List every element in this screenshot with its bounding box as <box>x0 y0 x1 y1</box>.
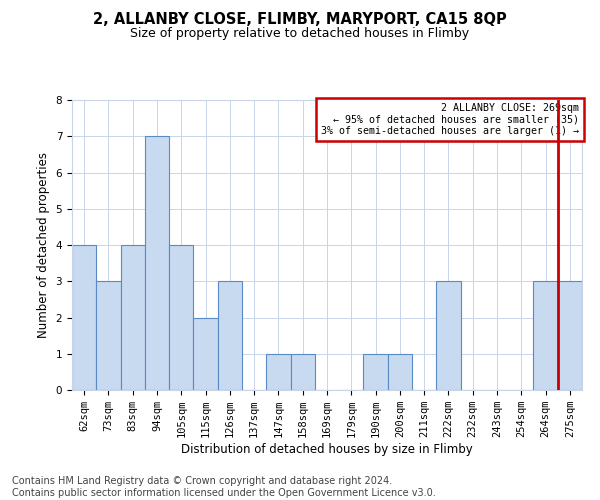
X-axis label: Distribution of detached houses by size in Flimby: Distribution of detached houses by size … <box>181 443 473 456</box>
Bar <box>558 281 582 390</box>
Bar <box>121 245 145 390</box>
Bar <box>169 245 193 390</box>
Bar <box>193 318 218 390</box>
Bar <box>218 281 242 390</box>
Text: Contains HM Land Registry data © Crown copyright and database right 2024.
Contai: Contains HM Land Registry data © Crown c… <box>12 476 436 498</box>
Bar <box>533 281 558 390</box>
Y-axis label: Number of detached properties: Number of detached properties <box>37 152 50 338</box>
Text: Size of property relative to detached houses in Flimby: Size of property relative to detached ho… <box>130 28 470 40</box>
Bar <box>266 354 290 390</box>
Bar <box>145 136 169 390</box>
Text: 2, ALLANBY CLOSE, FLIMBY, MARYPORT, CA15 8QP: 2, ALLANBY CLOSE, FLIMBY, MARYPORT, CA15… <box>93 12 507 28</box>
Bar <box>72 245 96 390</box>
Bar <box>436 281 461 390</box>
Bar <box>290 354 315 390</box>
Text: 2 ALLANBY CLOSE: 269sqm
← 95% of detached houses are smaller (35)
3% of semi-det: 2 ALLANBY CLOSE: 269sqm ← 95% of detache… <box>321 103 579 136</box>
Bar <box>388 354 412 390</box>
Bar <box>364 354 388 390</box>
Bar <box>96 281 121 390</box>
